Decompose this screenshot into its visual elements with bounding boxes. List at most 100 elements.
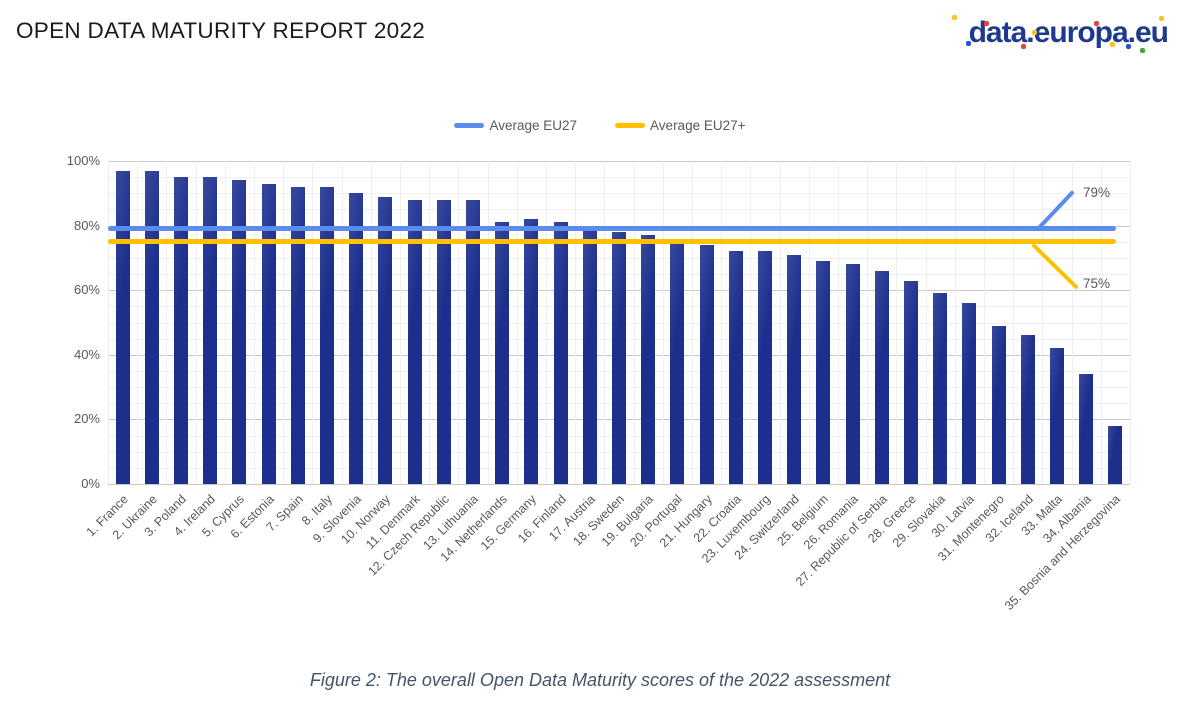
gridline-vertical xyxy=(458,161,460,484)
bar-germany xyxy=(524,219,539,484)
logo-dot-icon xyxy=(1094,21,1099,26)
bar-poland xyxy=(174,177,188,484)
bar-romania xyxy=(845,264,860,484)
gridline-vertical xyxy=(721,161,723,484)
bar-ukraine xyxy=(144,170,159,484)
logo-dot-icon xyxy=(952,15,957,20)
gridline-vertical xyxy=(254,161,255,484)
logo-dot-icon xyxy=(1140,48,1145,53)
bar-luxembourg xyxy=(758,251,772,484)
gridline-minor xyxy=(108,193,1130,195)
legend-label: Average EU27+ xyxy=(650,118,746,133)
bar-albania xyxy=(1079,374,1094,484)
bar-netherlands xyxy=(495,222,510,484)
legend-item-average-eu27: Average EU27 xyxy=(454,118,577,133)
logo-dot-icon xyxy=(1032,30,1037,35)
gridline-vertical xyxy=(195,161,197,484)
gridline-vertical xyxy=(954,161,956,484)
gridline-vertical xyxy=(370,161,372,484)
bar-finland xyxy=(553,222,568,484)
logo-text: data.europa.eu xyxy=(968,16,1169,49)
gridline-vertical xyxy=(487,161,489,484)
chart-legend: Average EU27 Average EU27+ xyxy=(0,118,1200,133)
gridline-vertical xyxy=(750,161,752,484)
bar-greece xyxy=(904,280,918,484)
gridline-vertical xyxy=(516,161,518,484)
gridline-vertical xyxy=(838,161,839,484)
y-axis-tick-label: 20% xyxy=(73,411,100,427)
gridline-major xyxy=(108,225,1130,227)
bar-sweden xyxy=(612,232,626,484)
bar-switzerland xyxy=(787,254,802,484)
logo-dot-icon xyxy=(1021,44,1026,49)
bar-slovakia xyxy=(933,293,948,484)
bar-denmark xyxy=(407,199,422,484)
gridline-vertical xyxy=(575,161,577,484)
gridline-vertical xyxy=(808,161,810,484)
logo-dot-icon xyxy=(1110,42,1115,47)
bar-spain xyxy=(290,186,305,484)
bar-ireland xyxy=(203,177,218,484)
figure-caption: Figure 2: The overall Open Data Maturity… xyxy=(309,670,891,690)
bar-hungary xyxy=(699,244,714,484)
gridline-vertical xyxy=(604,161,606,484)
gridline-vertical xyxy=(1013,161,1015,484)
bar-montenegro xyxy=(991,325,1006,484)
gridline-vertical xyxy=(108,161,109,484)
legend-swatch-blue-line xyxy=(454,123,485,128)
bar-czech-republic xyxy=(436,199,451,484)
gridline-vertical xyxy=(925,161,927,484)
logo: data.europa.eu xyxy=(926,12,1169,56)
bar-iceland xyxy=(1020,335,1035,484)
y-axis-tick-label: 0% xyxy=(81,476,100,491)
bar-republic-of-serbia xyxy=(874,270,889,484)
logo-dot-icon xyxy=(1159,16,1164,21)
bar-slovenia xyxy=(349,193,364,484)
logo-dot-icon xyxy=(1126,44,1131,49)
bar-bulgaria xyxy=(641,235,656,484)
bar-croatia xyxy=(728,251,743,484)
legend-item-average-eu27plus: Average EU27+ xyxy=(615,118,746,133)
gridline-minor xyxy=(108,209,1130,211)
bar-lithuania xyxy=(466,199,480,484)
bar-malta xyxy=(1050,348,1064,484)
gridline-vertical xyxy=(1042,161,1044,484)
gridline-vertical xyxy=(984,161,985,484)
bar-bosnia-and-herzegovina xyxy=(1108,425,1123,484)
gridline-vertical xyxy=(896,161,898,484)
gridline-vertical xyxy=(137,161,139,484)
bar-cyprus xyxy=(232,180,247,484)
reference-line-average-eu27plus xyxy=(108,239,1116,245)
logo-dot-icon xyxy=(966,41,971,46)
bar-latvia xyxy=(962,303,977,484)
gridline-vertical xyxy=(546,161,547,484)
gridline-vertical xyxy=(224,161,226,484)
bar-portugal xyxy=(670,241,685,484)
legend-label: Average EU27 xyxy=(489,118,578,133)
bar-norway xyxy=(378,196,393,484)
logo-dot-icon xyxy=(984,21,989,26)
gridline-minor xyxy=(108,177,1130,179)
gridline-vertical xyxy=(662,161,664,484)
annotation-average-eu27: 79% xyxy=(1083,185,1111,200)
bar-austria xyxy=(582,228,597,484)
gridline-vertical xyxy=(166,161,168,484)
gridline-vertical xyxy=(341,161,343,484)
gridline-vertical xyxy=(400,161,401,484)
reference-line-average-eu27 xyxy=(108,226,1116,232)
gridline-major xyxy=(108,161,1130,162)
gridline-vertical xyxy=(312,161,314,484)
gridline-vertical xyxy=(867,161,869,484)
gridline-major xyxy=(108,484,1130,485)
bar-italy xyxy=(320,186,334,484)
legend-swatch-yellow-line xyxy=(615,123,646,128)
bar-france xyxy=(115,170,130,484)
gridline-vertical xyxy=(429,161,431,484)
gridline-vertical xyxy=(692,161,693,484)
annotation-average-eu27plus: 75% xyxy=(1083,276,1111,291)
gridline-vertical xyxy=(1130,161,1131,484)
bar-belgium xyxy=(816,261,831,484)
y-axis-tick-label: 100% xyxy=(66,153,100,168)
